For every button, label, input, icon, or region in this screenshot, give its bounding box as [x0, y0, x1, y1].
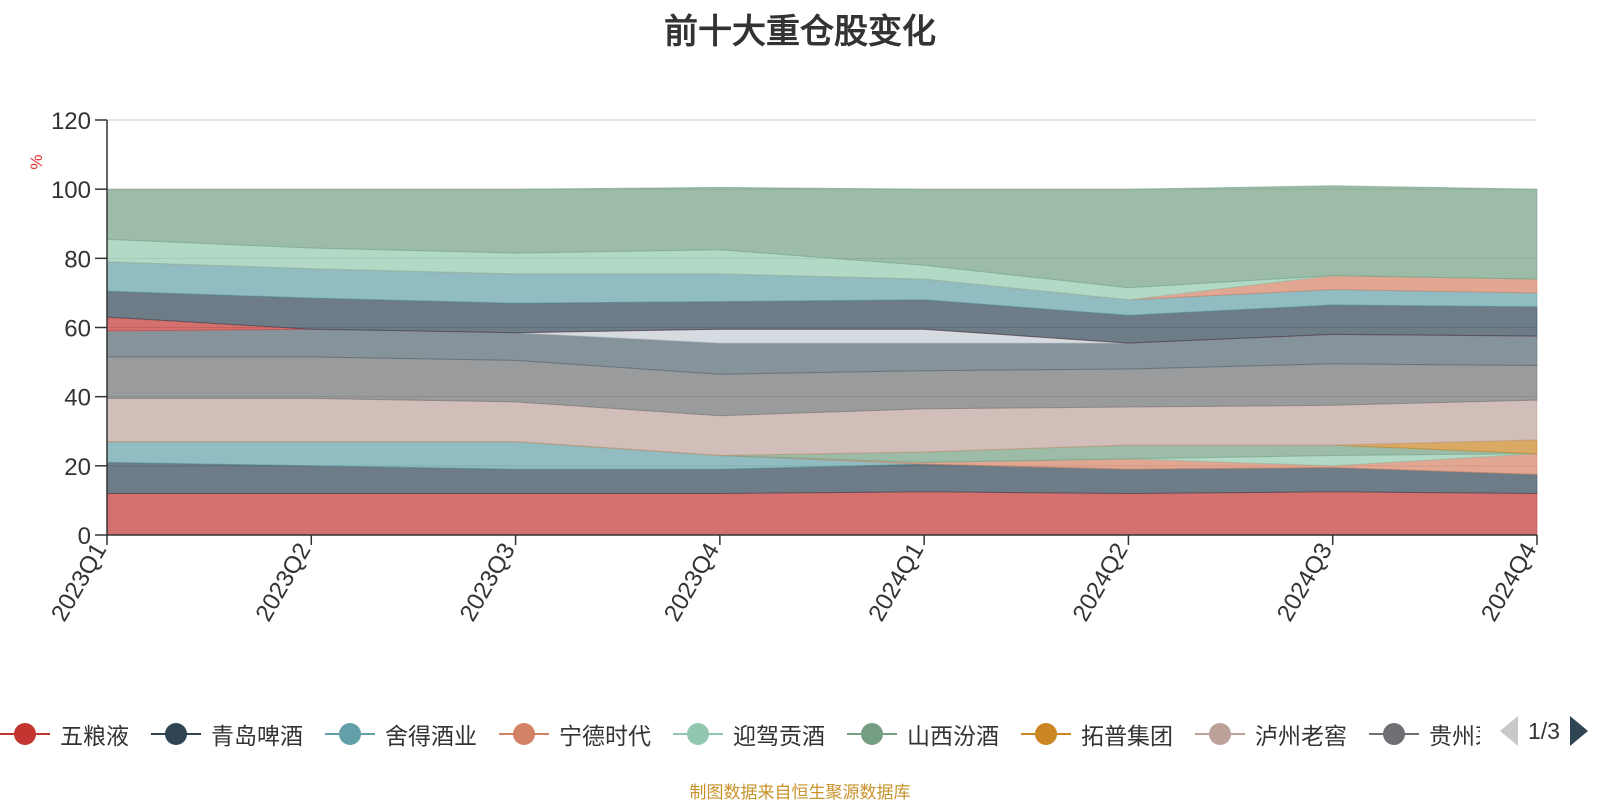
legend-item[interactable]: 迎驾贡酒 [673, 717, 825, 751]
legend-marker-icon [325, 722, 375, 746]
x-tick-label: 2023Q1 [46, 539, 112, 626]
legend-item[interactable]: 五粮液 [0, 717, 129, 751]
legend-marker-icon [0, 722, 50, 746]
legend-marker-icon [151, 722, 201, 746]
legend-label: 泸州老窖 [1255, 723, 1347, 749]
legend-marker-icon [673, 722, 723, 746]
area-series-16[interactable] [106, 185, 1538, 289]
area-series [106, 185, 1538, 536]
legend-label: 迎驾贡酒 [733, 723, 825, 749]
legend-item[interactable]: 泸州老窖 [1195, 717, 1347, 751]
y-tick-label: 40 [64, 385, 91, 412]
legend-label: 拓普集团 [1081, 723, 1173, 749]
x-tick-label: 2024Q4 [1476, 539, 1542, 626]
chart-title: 前十大重仓股变化 [664, 13, 936, 51]
legend-label: 贵州茅台 [1429, 723, 1480, 749]
legend-marker-icon [499, 722, 549, 746]
area-series-0[interactable] [106, 491, 1538, 536]
legend-item[interactable]: 拓普集团 [1021, 717, 1173, 751]
legend-page-indicator: 1/3 [1528, 717, 1560, 744]
y-tick-label: 100 [51, 177, 91, 204]
legend-label: 五粮液 [60, 723, 129, 749]
legend-marker-icon [847, 722, 897, 746]
legend-label: 山西汾酒 [907, 723, 999, 749]
legend-item[interactable]: 山西汾酒 [847, 717, 999, 751]
legend-next-icon[interactable] [1569, 716, 1588, 746]
legend-marker-icon [1195, 722, 1245, 746]
legend: 五粮液青岛啤酒舍得酒业宁德时代迎驾贡酒山西汾酒拓普集团泸州老窖贵州茅台洋河股份美… [0, 710, 1480, 758]
y-axis-label: % [27, 154, 46, 169]
legend-label: 舍得酒业 [385, 723, 477, 749]
y-tick-label: 60 [64, 316, 91, 343]
data-source-note: 制图数据来自恒生聚源数据库 [689, 783, 911, 802]
y-tick-label: 80 [64, 246, 91, 273]
legend-marker-icon [1021, 722, 1071, 746]
x-tick-label: 2023Q3 [455, 539, 521, 626]
y-tick-label: 20 [64, 454, 91, 481]
x-tick-label: 2023Q2 [250, 539, 316, 626]
legend-marker-icon [1369, 722, 1419, 746]
legend-label: 宁德时代 [559, 723, 651, 749]
legend-item[interactable]: 青岛啤酒 [151, 717, 303, 751]
legend-item[interactable]: 贵州茅台 [1369, 717, 1480, 751]
y-tick-label: 120 [51, 108, 91, 135]
x-tick-label: 2024Q1 [863, 539, 929, 626]
x-tick-label: 2024Q3 [1272, 539, 1338, 626]
stacked-area-chart: 0 20 40 60 80 100 120 2023Q1 2023Q2 2023Q3 2023Q4 2… [27, 108, 1542, 626]
legend-item[interactable]: 宁德时代 [499, 717, 651, 751]
legend-item[interactable]: 舍得酒业 [325, 717, 477, 751]
legend-pager: 1/3 [1500, 716, 1588, 746]
y-tick-label: 0 [78, 523, 91, 550]
legend-prev-icon[interactable] [1500, 716, 1518, 746]
legend-label: 青岛啤酒 [211, 723, 303, 749]
x-tick-label: 2023Q4 [659, 539, 725, 626]
x-tick-label: 2024Q2 [1068, 539, 1134, 626]
